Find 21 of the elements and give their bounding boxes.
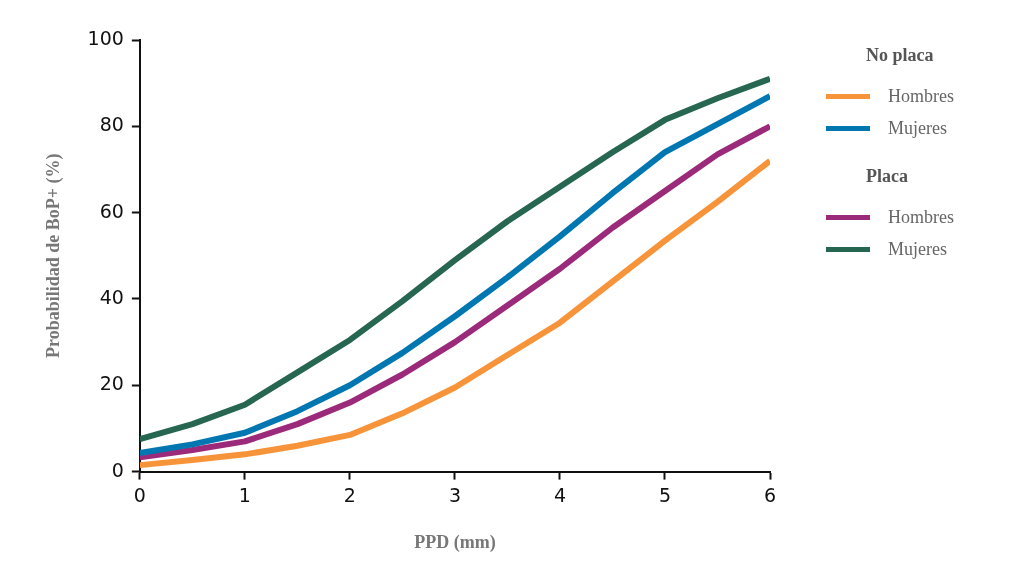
x-tick-label: 0 bbox=[133, 483, 146, 506]
y-axis-title: Probabilidad de BoP+ (%) bbox=[43, 153, 65, 359]
legend-label: Mujeres bbox=[888, 238, 947, 260]
x-tick-label: 4 bbox=[553, 483, 566, 506]
x-tick-label: 3 bbox=[448, 483, 461, 506]
y-tick-label: 20 bbox=[99, 372, 124, 395]
legend-label: Hombres bbox=[888, 85, 954, 107]
y-tick-label: 100 bbox=[87, 26, 124, 49]
y-tick-label: 60 bbox=[99, 199, 124, 222]
y-tick-label: 0 bbox=[111, 458, 124, 481]
legend-title: No placa bbox=[866, 45, 935, 66]
x-tick-label: 2 bbox=[343, 483, 356, 506]
y-tick-label: 40 bbox=[99, 285, 124, 308]
y-tick-label: 80 bbox=[99, 113, 124, 136]
x-tick-label: 1 bbox=[238, 483, 251, 506]
x-tick-label: 6 bbox=[763, 483, 777, 506]
legend-label: Hombres bbox=[888, 206, 954, 228]
x-tick-label: 5 bbox=[658, 483, 672, 506]
legend-label: Mujeres bbox=[888, 117, 947, 139]
text: Placa bbox=[866, 166, 909, 187]
x-axis-title: PPD (mm) bbox=[414, 531, 496, 553]
